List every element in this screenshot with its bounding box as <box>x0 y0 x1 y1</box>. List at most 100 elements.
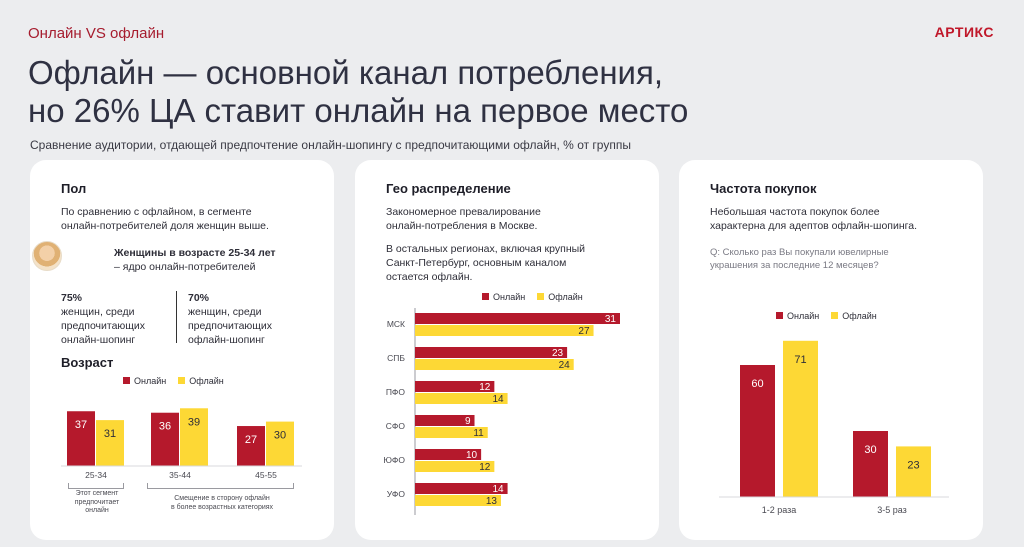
age-bar-online <box>67 411 95 466</box>
age-heading: Возраст <box>61 355 114 370</box>
stat-value: 70% <box>188 292 210 304</box>
geo-bar-label: 14 <box>492 394 504 405</box>
page-title: Офлайн — основной канал потребления, но … <box>28 54 688 130</box>
geo-bar-label: 27 <box>578 326 590 337</box>
age-bar-label: 36 <box>159 421 171 433</box>
age-category-label: 25-34 <box>85 470 107 480</box>
geo-bar-label: 31 <box>605 314 617 325</box>
title-line-2: но 26% ЦА ставит онлайн на первое место <box>28 92 689 129</box>
geo-category-label: УФО <box>387 489 406 499</box>
gender-heading: Пол <box>61 181 87 196</box>
geo-bar-online <box>415 483 508 494</box>
freq-bar-online <box>853 431 888 497</box>
freq-bar-online <box>740 365 775 497</box>
stat-line: предпочитающих <box>188 320 273 332</box>
geo-bar-offline <box>415 427 488 438</box>
age-bar-offline <box>266 421 294 466</box>
note-bracket-2 <box>147 483 294 489</box>
geo-text-1: Закономерное превалирование онлайн-потре… <box>386 206 541 232</box>
stat-offline-women: 70% женщин, среди предпочитающих офлайн-… <box>188 291 272 347</box>
age-note-offline: Смещение в сторону офлайн в более возрас… <box>170 495 274 511</box>
age-bar-label: 27 <box>245 434 257 446</box>
freq-question: Q: Сколько раз Вы покупали ювелирные укр… <box>710 247 889 271</box>
gender-age-card: Пол По сравнению с офлайном, в сегменте … <box>30 160 334 540</box>
geo-category-label: СФО <box>386 421 406 431</box>
freq-bar-label: 30 <box>864 444 876 456</box>
age-bar-label: 31 <box>104 428 116 440</box>
page-subtitle: Сравнение аудитории, отдающей предпочтен… <box>30 138 631 152</box>
age-bar-offline <box>180 408 208 466</box>
geo-category-label: СПБ <box>387 353 405 363</box>
geo-bar-online <box>415 313 620 324</box>
stat-divider <box>176 291 177 343</box>
geo-bar-label: 14 <box>492 484 504 495</box>
stat-line: предпочитающих <box>61 320 146 332</box>
geo-bar-label: 12 <box>479 462 491 473</box>
freq-bar-label: 71 <box>794 354 806 366</box>
note-bracket-1 <box>68 483 124 489</box>
age-bar-label: 30 <box>274 430 286 442</box>
geo-bar-label: 13 <box>486 496 498 507</box>
stat-line: офлайн-шопинг <box>188 334 265 346</box>
freq-bar-label: 60 <box>751 378 763 390</box>
age-chart: 37 31 25-34 36 39 35-44 27 30 45-55 <box>61 408 302 480</box>
freq-bar-offline <box>896 446 931 497</box>
legend-offline: Офлайн <box>537 292 583 302</box>
legend-offline: Офлайн <box>831 311 877 321</box>
gender-text-line: онлайн-потребителей доля женщин выше. <box>61 220 269 232</box>
freq-heading: Частота покупок <box>710 181 817 196</box>
stat-line: онлайн-шопинг <box>61 334 136 346</box>
freq-chart: 60 71 1-2 раза 30 23 3-5 раз <box>719 340 949 515</box>
geo-bar-label: 9 <box>465 416 471 427</box>
geo-bar-offline <box>415 495 501 506</box>
geo-bar-label: 10 <box>466 450 478 461</box>
geo-card: Гео распределение Закономерное превалиро… <box>355 160 659 540</box>
geo-bar-online <box>415 347 568 358</box>
geo-bar-online <box>415 415 475 426</box>
age-bar-online <box>237 426 265 466</box>
geo-bar-label: 24 <box>559 360 571 371</box>
section-label: Онлайн VS офлайн <box>28 25 165 42</box>
persona-text: Женщины в возрасте 25-34 лет – ядро онла… <box>114 246 324 274</box>
geo-heading: Гео распределение <box>386 181 511 196</box>
age-legend: Онлайн Офлайн <box>123 376 224 386</box>
age-note-online: Этот сегмент предпочитает онлайн <box>74 490 120 514</box>
persona-bold: Женщины в возрасте 25-34 лет <box>114 247 276 259</box>
geo-category-label: МСК <box>387 319 405 329</box>
age-category-label: 45-55 <box>255 470 277 480</box>
gender-text-line: По сравнению с офлайном, в сегменте <box>61 206 252 218</box>
geo-bar-online <box>415 381 495 392</box>
geo-bar-offline <box>415 359 574 370</box>
persona-rest: – ядро онлайн-потребителей <box>114 261 256 273</box>
geo-bar-label: 23 <box>552 348 564 359</box>
age-bar-online <box>151 412 179 466</box>
title-line-1: Офлайн — основной канал потребления, <box>28 54 664 91</box>
age-bar-label: 39 <box>188 416 200 428</box>
woman-avatar <box>32 241 62 271</box>
stat-online-women: 75% женщин, среди предпочитающих онлайн-… <box>61 291 145 347</box>
artiks-logo: АРТИКС <box>934 24 994 40</box>
freq-bar-offline <box>783 340 818 497</box>
legend-offline: Офлайн <box>178 376 224 386</box>
age-bar-offline <box>96 420 124 466</box>
legend-online: Онлайн <box>776 311 819 321</box>
frequency-card: Частота покупок Небольшая частота покупо… <box>679 160 983 540</box>
legend-online: Онлайн <box>123 376 166 386</box>
freq-category-label: 1-2 раза <box>762 505 797 515</box>
geo-bar-offline <box>415 325 594 336</box>
stat-value: 75% <box>61 292 83 304</box>
freq-legend: Онлайн Офлайн <box>776 311 877 321</box>
age-bar-label: 37 <box>75 419 87 431</box>
geo-bar-offline <box>415 461 495 472</box>
geo-bar-online <box>415 449 482 460</box>
freq-text: Небольшая частота покупок более характер… <box>710 206 918 232</box>
stat-line: женщин, среди <box>188 306 262 318</box>
stat-line: женщин, среди <box>61 306 135 318</box>
geo-category-label: ЮФО <box>383 455 405 465</box>
freq-category-label: 3-5 раз <box>877 505 907 515</box>
geo-bar-offline <box>415 393 508 404</box>
geo-category-label: ПФО <box>386 387 406 397</box>
geo-bar-label: 12 <box>479 382 491 393</box>
geo-legend: Онлайн Офлайн <box>482 292 583 302</box>
